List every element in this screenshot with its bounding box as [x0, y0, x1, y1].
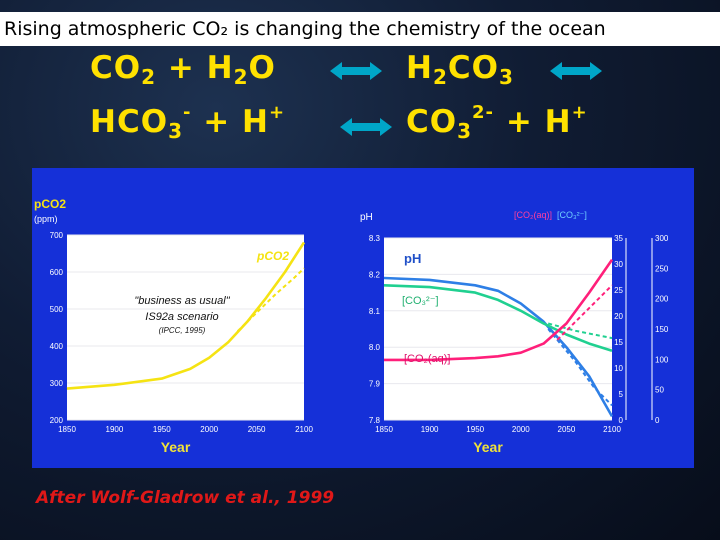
right-axis-1-tick-label: 0 [619, 416, 624, 425]
series-line-pH [383, 276, 614, 418]
y-tick-label: 7.9 [369, 380, 381, 389]
x-tick-label: 2050 [248, 425, 266, 434]
right-axis-1-tick-label: 30 [614, 260, 623, 269]
y-tick-label: 600 [50, 268, 64, 277]
x-tick-label: 2050 [558, 425, 576, 434]
chart-panel: 1850 1900 1950 2000 2050 2100 200 300 400 500 600 7… [32, 168, 694, 468]
y-tick-label: 200 [50, 416, 64, 425]
series-line-projection [547, 328, 613, 407]
x-tick-label: 1900 [106, 425, 124, 434]
y-tick-label: 8.3 [369, 234, 381, 243]
series-label-co2aq: [CO₂(aq)] [404, 353, 450, 365]
plot-area-0 [67, 235, 304, 420]
y-tick-label: 700 [50, 231, 64, 240]
x-tick-label: 2000 [200, 425, 218, 434]
annotation-text: "business as usual" [134, 295, 230, 307]
x-axis-label: Year [161, 439, 191, 455]
annotation-text: IS92a scenario [145, 311, 218, 323]
x-tick-label: 1950 [153, 425, 171, 434]
series-line-[CO2(aq)] [384, 259, 614, 362]
y-axis-unit: (ppm) [34, 214, 58, 224]
y-tick-label: 300 [50, 379, 64, 388]
title-bar: Rising atmospheric CO₂ is changing the c… [0, 12, 720, 46]
equation-hco3-h: HCO3- + H+ [90, 102, 286, 143]
double-arrow-icon [550, 62, 602, 80]
right-axis-2-tick-label: 200 [655, 295, 669, 304]
right-axis-2-tick-label: 0 [655, 416, 660, 425]
right-axis-2-tick-label: 150 [655, 325, 669, 334]
right-axis-header: [CO₃²⁻] [557, 210, 587, 220]
right-axis-2-tick-label: 100 [655, 355, 669, 364]
x-tick-label: 2000 [512, 425, 530, 434]
right-axis-1-tick-label: 35 [614, 234, 623, 243]
x-tick-label: 1850 [375, 425, 393, 434]
right-axis-1-tick-label: 15 [614, 338, 623, 347]
right-axis-1-tick-label: 5 [619, 390, 624, 399]
right-axis-2-tick-label: 250 [655, 264, 669, 273]
y-tick-label: 400 [50, 342, 64, 351]
x-tick-label: 2100 [295, 425, 313, 434]
equation-h2co3: H2CO3 [406, 50, 514, 89]
right-axis-2-tick-label: 50 [655, 386, 664, 395]
right-axis-1-tick-label: 10 [614, 364, 623, 373]
x-tick-label: 1950 [466, 425, 484, 434]
right-axis-1-tick-label: 20 [614, 312, 623, 321]
y-tick-label: 7.8 [369, 416, 381, 425]
equation-co3-h: CO32- + H+ [406, 102, 588, 143]
charts-svg: 1850 1900 1950 2000 2050 21002003004005006007… [34, 197, 669, 455]
series-line-projection [236, 267, 305, 332]
right-axis-2-tick-label: 300 [655, 234, 669, 243]
plot-area-1 [384, 238, 612, 420]
right-axis-1-tick-label: 25 [614, 286, 623, 295]
x-tick-label: 2100 [603, 425, 621, 434]
credit-text: After Wolf-Gladrow et al., 1999 [36, 488, 335, 508]
right-axis-header: [CO₂(aq)] [514, 210, 552, 220]
equation-co2-h2o: CO2 + H2O [90, 50, 276, 89]
y-axis-label: pCO2 [34, 197, 66, 211]
series-label-ph: pH [404, 251, 421, 266]
slide-title: Rising atmospheric CO₂ is changing the c… [4, 18, 606, 40]
y-tick-label: 8.0 [369, 343, 381, 352]
annotation-text: (IPCC, 1995) [159, 326, 206, 335]
double-arrow-icon [340, 118, 392, 136]
series-line-projection [556, 284, 613, 341]
series-line-[CO3 2-] [383, 284, 613, 353]
series-label-pco2: pCO2 [256, 249, 289, 263]
y-tick-label: 8.1 [369, 307, 381, 316]
x-axis-label: Year [473, 439, 503, 455]
series-label-co3: [CO₃²⁻] [402, 295, 439, 307]
y-axis-label: pH [360, 212, 373, 223]
x-tick-label: 1900 [421, 425, 439, 434]
y-tick-label: 8.2 [369, 270, 381, 279]
double-arrow-icon [330, 62, 382, 80]
y-tick-label: 500 [50, 305, 64, 314]
series-line-pCO2 [66, 241, 306, 390]
x-tick-label: 1850 [58, 425, 76, 434]
